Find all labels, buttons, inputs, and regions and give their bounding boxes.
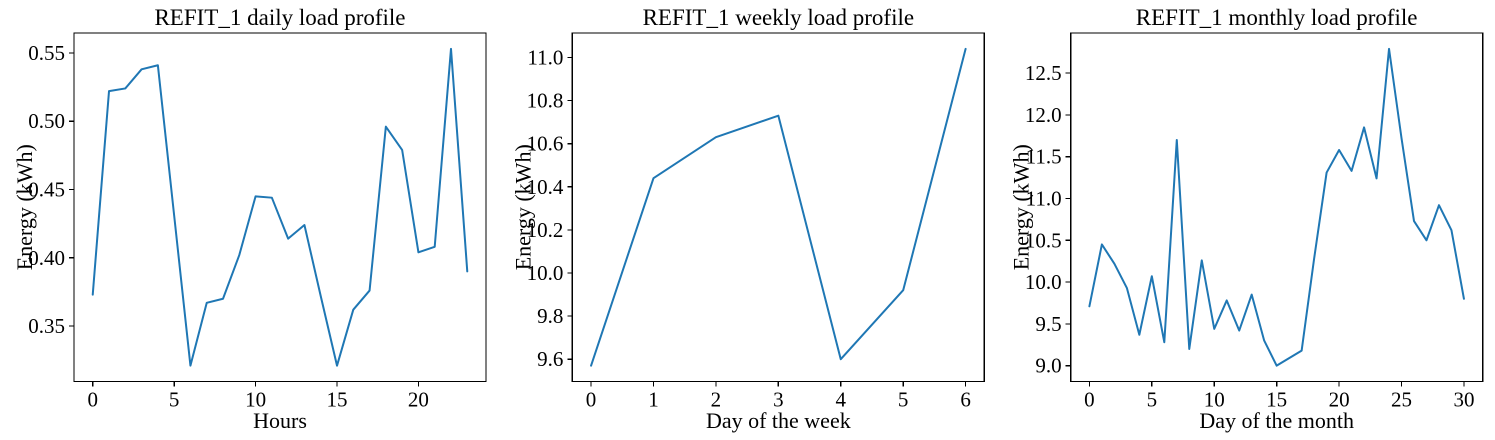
daily-y-tick-label: 0.40	[28, 246, 65, 270]
daily-ylabel: Energy (kWh)	[12, 144, 37, 270]
monthly-y-tick-label: 10.5	[1025, 228, 1062, 252]
weekly-chart-title: REFIT_1 weekly load profile	[643, 5, 914, 30]
monthly-x-tick-label: 20	[1329, 388, 1350, 412]
weekly-y-tick-label: 11.0	[527, 45, 563, 69]
weekly-y-tick-label: 9.6	[537, 347, 563, 371]
monthly-y-tick-label: 10.0	[1025, 270, 1062, 294]
weekly-y-tick-label: 10.8	[527, 89, 564, 113]
monthly-y-tick-label: 12.5	[1025, 61, 1062, 85]
weekly-x-tick-label: 0	[586, 388, 597, 412]
monthly-chart-title: REFIT_1 monthly load profile	[1136, 5, 1418, 30]
weekly-x-tick-label: 2	[711, 388, 722, 412]
daily-x-tick-label: 5	[169, 388, 180, 412]
monthly-x-axis: 0 5 10 15 20 25 30	[1084, 381, 1474, 412]
daily-y-tick-label: 0.35	[28, 314, 65, 338]
daily-y-tick-label: 0.45	[28, 177, 65, 201]
daily-y-tick-label: 0.55	[28, 41, 65, 65]
monthly-x-tick-label: 30	[1453, 388, 1474, 412]
daily-x-tick-label: 0	[87, 388, 98, 412]
daily-x-axis: 0 5 10 15 20	[87, 381, 429, 412]
weekly-y-tick-label: 10.6	[527, 132, 564, 156]
monthly-series-line	[1088, 47, 1465, 367]
subplot-daily: 0 5 10 15 20 0.35 0.40 0.45 0.50 0.55 REFIT_1 dail…	[12, 5, 487, 433]
subplot-weekly: 0 1 2 3 4 5 6 9.6 9.8 10.0 10.2 10.4 10.6 10.8 11.0 REF…	[510, 5, 985, 433]
monthly-x-tick-label: 25	[1391, 388, 1412, 412]
weekly-ylabel: Energy (kWh)	[510, 144, 535, 270]
monthly-x-tick-label: 0	[1084, 388, 1095, 412]
monthly-y-tick-label: 11.5	[1026, 145, 1062, 169]
monthly-y-axis: 9.0 9.5 10.0 10.5 11.0 11.5 12.0 12.5	[1025, 61, 1071, 378]
monthly-y-tick-label: 9.0	[1035, 354, 1061, 378]
weekly-x-tick-label: 1	[648, 388, 659, 412]
weekly-x-axis: 0 1 2 3 4 5 6	[586, 381, 971, 412]
daily-y-tick-label: 0.50	[28, 109, 65, 133]
weekly-y-tick-label: 10.2	[527, 218, 564, 242]
daily-y-axis: 0.35 0.40 0.45 0.50 0.55	[28, 41, 74, 338]
daily-x-tick-label: 15	[326, 388, 347, 412]
monthly-plot-border	[1070, 32, 1484, 383]
subplot-monthly: 0 5 10 15 20 25 30 9.0 9.5 10.0 10.5 11.0 11.5 12.0 12…	[1009, 5, 1484, 433]
monthly-y-tick-label: 12.0	[1025, 103, 1062, 127]
weekly-y-tick-label: 10.4	[527, 175, 564, 199]
weekly-y-tick-label: 10.0	[527, 261, 564, 285]
weekly-x-tick-label: 3	[773, 388, 784, 412]
weekly-plot-border	[571, 32, 985, 383]
weekly-y-axis: 9.6 9.8 10.0 10.2 10.4 10.6 10.8 11.0	[527, 45, 573, 371]
weekly-xlabel: Day of the week	[706, 408, 851, 433]
monthly-y-tick-label: 11.0	[1026, 186, 1062, 210]
weekly-x-tick-label: 6	[960, 388, 971, 412]
monthly-y-tick-label: 9.5	[1035, 312, 1061, 336]
daily-chart-title: REFIT_1 daily load profile	[154, 5, 405, 30]
weekly-x-tick-label: 4	[836, 388, 847, 412]
daily-plot-border	[73, 32, 487, 383]
monthly-x-tick-label: 5	[1147, 388, 1158, 412]
daily-xlabel: Hours	[253, 408, 307, 433]
monthly-x-tick-label: 15	[1266, 388, 1287, 412]
monthly-x-tick-label: 10	[1204, 388, 1225, 412]
daily-series-line	[91, 47, 469, 367]
monthly-xlabel: Day of the month	[1199, 408, 1354, 433]
daily-x-tick-label: 20	[408, 388, 429, 412]
monthly-ylabel: Energy (kWh)	[1009, 144, 1034, 270]
daily-x-tick-label: 10	[245, 388, 266, 412]
weekly-series-line	[590, 47, 967, 367]
weekly-x-tick-label: 5	[898, 388, 909, 412]
weekly-y-tick-label: 9.8	[537, 304, 563, 328]
